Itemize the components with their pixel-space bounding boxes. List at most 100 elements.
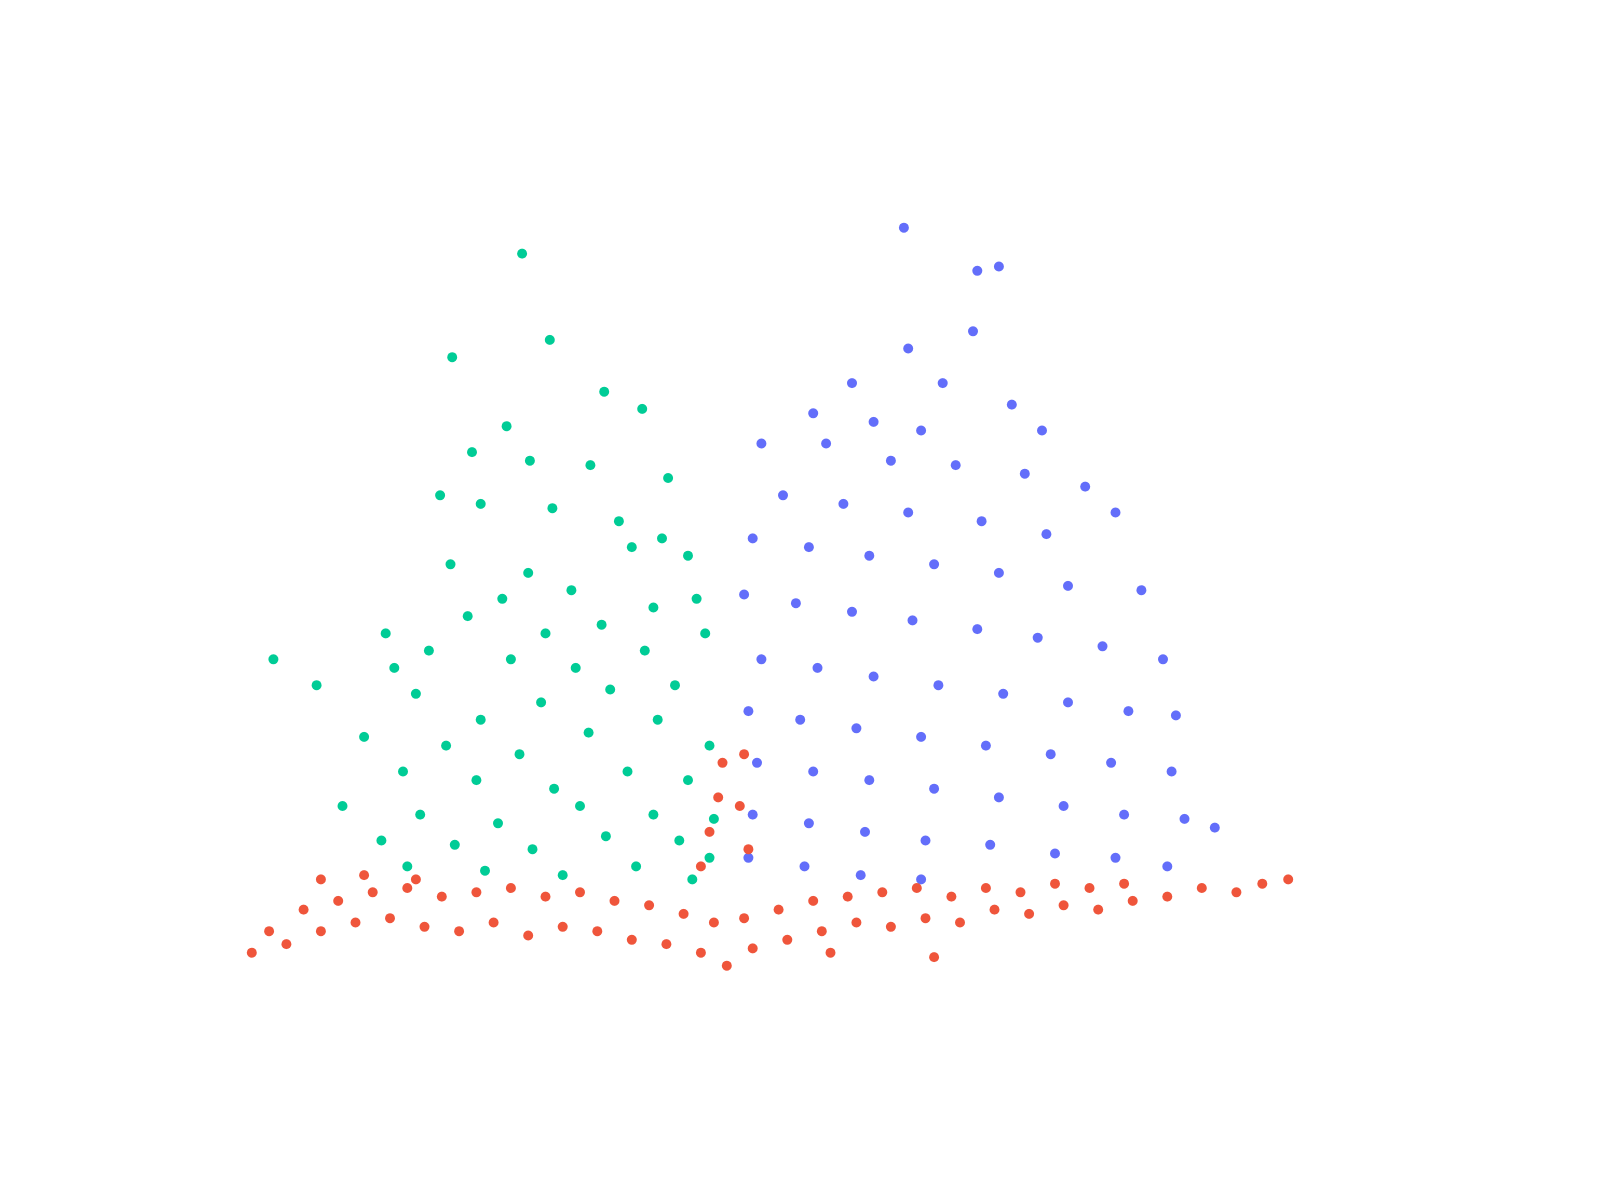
point-down-29 (540, 628, 551, 639)
point-up-28 (993, 567, 1004, 578)
point-ns-13 (721, 960, 732, 971)
point-ns-66 (264, 926, 275, 937)
point-down-40 (359, 731, 370, 742)
point-down-13 (613, 516, 624, 527)
point-up-32 (790, 598, 801, 609)
point-down-49 (622, 766, 633, 777)
point-up-31 (739, 589, 750, 600)
point-down-62 (704, 852, 715, 863)
point-down-32 (570, 662, 581, 673)
point-up-9 (868, 416, 879, 427)
point-up-26 (864, 550, 875, 561)
point-down-24 (626, 542, 637, 553)
point-up-55 (752, 757, 762, 768)
point-down-59 (527, 844, 538, 855)
point-down-11 (475, 498, 486, 509)
point-ns-49 (946, 891, 957, 902)
point-up-35 (972, 624, 983, 635)
point-ns-14 (747, 943, 758, 954)
point-down-45 (704, 740, 715, 751)
point-up-38 (1158, 654, 1168, 665)
point-ns-21 (989, 904, 1000, 915)
point-down-53 (493, 818, 503, 829)
point-up-64 (747, 809, 758, 820)
point-down-65 (557, 870, 568, 881)
point-ns-19 (920, 913, 931, 924)
point-ns-53 (1084, 883, 1095, 893)
point-up-72 (743, 852, 754, 863)
point-down-18 (389, 662, 400, 673)
point-down-22 (566, 585, 577, 596)
point-ns-8 (557, 921, 568, 932)
point-down-16 (380, 628, 391, 639)
point-up-19 (778, 490, 788, 501)
point-ns-5 (454, 926, 465, 937)
point-ns-61 (717, 757, 728, 768)
point-up-1 (972, 265, 983, 276)
point-ns-63 (739, 749, 750, 760)
point-up-37 (1097, 641, 1108, 652)
point-ns-67 (1283, 874, 1294, 885)
point-up-75 (916, 874, 927, 885)
point-ns-12 (695, 947, 706, 958)
point-ns-15 (782, 934, 793, 945)
point-up-11 (1037, 425, 1047, 436)
point-ns-7 (523, 930, 534, 941)
point-down-67 (687, 874, 698, 885)
point-down-43 (583, 727, 594, 738)
point-up-65 (803, 818, 814, 829)
point-ns-39 (609, 895, 620, 906)
point-up-44 (1063, 697, 1073, 708)
point-ns-36 (505, 883, 516, 893)
point-down-27 (648, 602, 659, 613)
point-up-21 (903, 507, 914, 518)
point-up-70 (1110, 852, 1121, 863)
point-ns-22 (1024, 908, 1035, 919)
point-up-12 (756, 438, 767, 449)
point-up-23 (1041, 529, 1052, 540)
point-down-12 (547, 503, 558, 514)
point-down-42 (514, 749, 525, 760)
point-ns-59 (704, 826, 715, 837)
point-up-40 (812, 662, 823, 673)
point-down-23 (497, 593, 508, 604)
point-ns-34 (436, 891, 447, 902)
point-up-47 (743, 706, 754, 717)
point-ns-23 (1058, 900, 1069, 911)
point-ns-69 (825, 947, 836, 958)
point-up-36 (1032, 632, 1043, 643)
point-down-54 (575, 801, 585, 811)
point-down-56 (708, 813, 719, 824)
point-down-61 (674, 835, 685, 846)
point-up-53 (1106, 757, 1117, 768)
point-down-51 (337, 801, 348, 811)
point-up-42 (933, 680, 944, 691)
point-ns-25 (1127, 895, 1138, 906)
point-ns-17 (851, 917, 862, 928)
point-down-36 (475, 714, 486, 725)
point-ns-4 (419, 921, 430, 932)
point-ns-38 (575, 887, 585, 898)
point-down-6 (467, 447, 477, 458)
point-ns-51 (1015, 887, 1026, 898)
point-up-73 (799, 861, 810, 872)
point-ns-50 (980, 883, 991, 893)
point-up-66 (860, 826, 870, 837)
point-up-62 (1179, 813, 1190, 824)
point-ns-47 (877, 887, 888, 898)
point-ns-35 (471, 887, 482, 898)
point-down-25 (683, 550, 693, 561)
point-down-55 (648, 809, 659, 820)
point-up-68 (985, 839, 996, 850)
point-ns-40 (644, 900, 655, 911)
point-ns-64 (743, 844, 754, 855)
point-down-34 (700, 628, 711, 639)
point-up-71 (1162, 861, 1173, 872)
point-up-2 (993, 261, 1004, 272)
point-ns-52 (1050, 878, 1060, 889)
point-up-43 (998, 688, 1009, 699)
point-up-50 (916, 731, 927, 742)
point-down-41 (441, 740, 452, 751)
point-down-37 (536, 697, 547, 708)
point-ns-18 (885, 921, 896, 932)
